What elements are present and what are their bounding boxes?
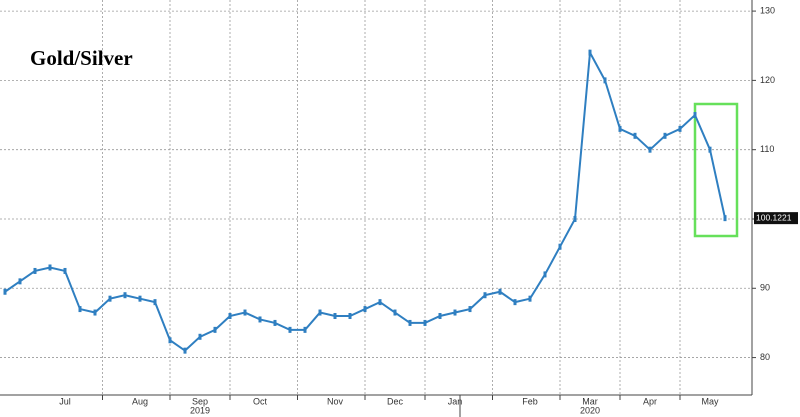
point (213, 326, 217, 333)
x-tick-label: Nov (327, 396, 344, 406)
point (378, 299, 382, 306)
point (243, 309, 247, 316)
point (318, 309, 322, 316)
point (408, 319, 412, 326)
x-tick-label: Jan (448, 396, 463, 406)
y-tick-label: 120 (760, 75, 775, 85)
point (648, 146, 652, 153)
point (348, 313, 352, 319)
last-value-label: 100.1221 (756, 212, 792, 222)
point (693, 112, 697, 119)
x-tick-label: Aug (132, 396, 148, 406)
y-tick-label: 80 (760, 352, 770, 362)
point (258, 316, 262, 323)
point (63, 267, 67, 274)
point (498, 288, 502, 295)
point (393, 309, 397, 316)
point (183, 347, 187, 354)
x-tick-label: Mar (582, 396, 598, 406)
point (573, 215, 577, 222)
point (618, 125, 622, 132)
point (453, 309, 457, 316)
x-tick-label: Sep (192, 396, 208, 406)
y-tick-label: 110 (760, 144, 774, 154)
point (303, 326, 307, 333)
point (363, 306, 367, 313)
point (123, 292, 127, 299)
x-group-label: 2019 (190, 405, 210, 415)
point (48, 264, 52, 271)
point (168, 337, 172, 344)
point (138, 295, 142, 302)
point (18, 278, 22, 285)
point (93, 309, 97, 316)
point (78, 306, 82, 313)
y-tick-label: 130 (760, 5, 775, 15)
point (228, 313, 232, 319)
point (288, 326, 292, 333)
x-tick-label: Feb (522, 396, 538, 406)
point (708, 146, 712, 153)
point (723, 215, 727, 222)
point (438, 313, 442, 319)
point (198, 333, 202, 340)
point (3, 288, 7, 295)
point (423, 319, 427, 326)
x-tick-label: May (701, 396, 719, 406)
point (588, 49, 592, 56)
y-tick-label: 90 (760, 283, 770, 293)
point (543, 271, 547, 278)
point (273, 319, 277, 326)
point (633, 132, 637, 139)
x-tick-label: Dec (387, 396, 404, 406)
x-tick-label: Jul (59, 396, 71, 406)
highlight-box (693, 102, 739, 238)
x-tick-label: Apr (643, 396, 657, 406)
point (513, 299, 517, 306)
point (468, 306, 472, 313)
x-tick-label: Oct (253, 396, 268, 406)
chart-title: Gold/Silver (30, 46, 133, 70)
point (678, 125, 682, 132)
x-group-label: 2020 (580, 405, 600, 415)
point (603, 77, 607, 84)
point (108, 295, 112, 302)
point (558, 243, 562, 250)
point (483, 292, 487, 299)
point (153, 299, 157, 306)
point (528, 295, 532, 302)
point (663, 132, 667, 139)
point (333, 313, 337, 319)
point (33, 267, 37, 274)
last-value-box (754, 212, 798, 225)
